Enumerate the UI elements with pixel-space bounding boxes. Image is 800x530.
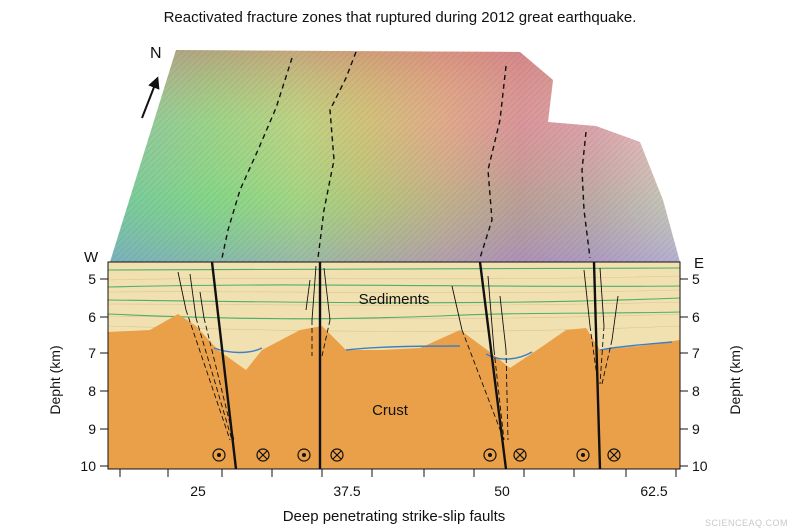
horizon-line	[108, 267, 680, 271]
north-arrow: N	[141, 45, 162, 119]
out-of-page-icon	[297, 448, 311, 462]
into-page-icon	[607, 448, 621, 462]
y-axis-label-left: Depht (km)	[47, 345, 63, 414]
bathymetry-map	[110, 50, 680, 262]
out-of-page-icon	[483, 448, 497, 462]
north-label: N	[150, 45, 162, 62]
depth-tick-label: 8	[88, 383, 96, 399]
x-axis-label: Deep penetrating strike-slip faults	[283, 508, 506, 525]
x-ticks: 25 37.5 50 62.5	[119, 469, 677, 499]
depth-tick-label: 9	[692, 421, 700, 437]
major-faults	[210, 262, 602, 469]
crust-layer	[108, 314, 680, 469]
minor-faults	[177, 265, 619, 351]
depth-tick-label: 6	[88, 309, 96, 325]
fracture-trace	[317, 51, 357, 259]
green-horizons	[108, 267, 680, 320]
depth-tick-label: 7	[88, 345, 96, 361]
x-tick-label: 50	[494, 483, 510, 499]
horizon-line	[213, 347, 263, 354]
out-of-page-icon	[576, 448, 590, 462]
depth-tick-label: 9	[88, 421, 96, 437]
depth-axis-left: 5 6 7 8 9 10	[80, 271, 108, 474]
fracture-trace	[479, 65, 507, 259]
crust-label: Crust	[372, 402, 409, 419]
y-axis-label-right: Depht (km)	[727, 345, 743, 414]
x-tick-label: 37.5	[333, 483, 360, 499]
strike-slip-symbols	[212, 448, 621, 462]
north-arrow-icon	[141, 76, 160, 119]
x-tick-label: 25	[190, 483, 206, 499]
x-axis: 25 37.5 50 62.5	[108, 468, 680, 499]
blue-horizons	[213, 341, 673, 360]
horizon-line	[108, 311, 680, 320]
east-label: E	[694, 255, 704, 272]
horizon-line	[345, 345, 461, 351]
horizon-line	[599, 341, 673, 351]
depth-tick-label: 5	[88, 271, 96, 287]
figure-title: Reactivated fracture zones that ruptured…	[164, 9, 637, 26]
fault-line	[210, 262, 238, 469]
fracture-trace	[221, 57, 293, 259]
depth-tick-label: 6	[692, 309, 700, 325]
cross-section	[108, 262, 680, 469]
fault-line	[592, 262, 602, 469]
x-tick-label: 62.5	[640, 483, 667, 499]
horizon-line	[108, 284, 680, 288]
buried-faults	[185, 309, 613, 441]
depth-tick-label: 10	[80, 458, 96, 474]
depth-tick-label: 10	[692, 458, 708, 474]
into-page-icon	[256, 448, 270, 462]
west-label: W	[84, 249, 99, 266]
fracture-trace	[581, 131, 591, 259]
fracture-traces	[221, 51, 591, 259]
sediments-label: Sediments	[359, 291, 430, 308]
horizon-line	[108, 297, 680, 304]
into-page-icon	[330, 448, 344, 462]
depth-tick-label: 7	[692, 345, 700, 361]
depth-tick-label: 5	[692, 271, 700, 287]
horizon-line	[485, 351, 533, 360]
watermark: SCIENCEAQ.COM	[705, 518, 788, 528]
depth-axis-right: 5 6 7 8 9 10	[680, 271, 708, 474]
fault-line	[478, 262, 508, 469]
out-of-page-icon	[212, 448, 226, 462]
into-page-icon	[513, 448, 527, 462]
depth-tick-label: 8	[692, 383, 700, 399]
